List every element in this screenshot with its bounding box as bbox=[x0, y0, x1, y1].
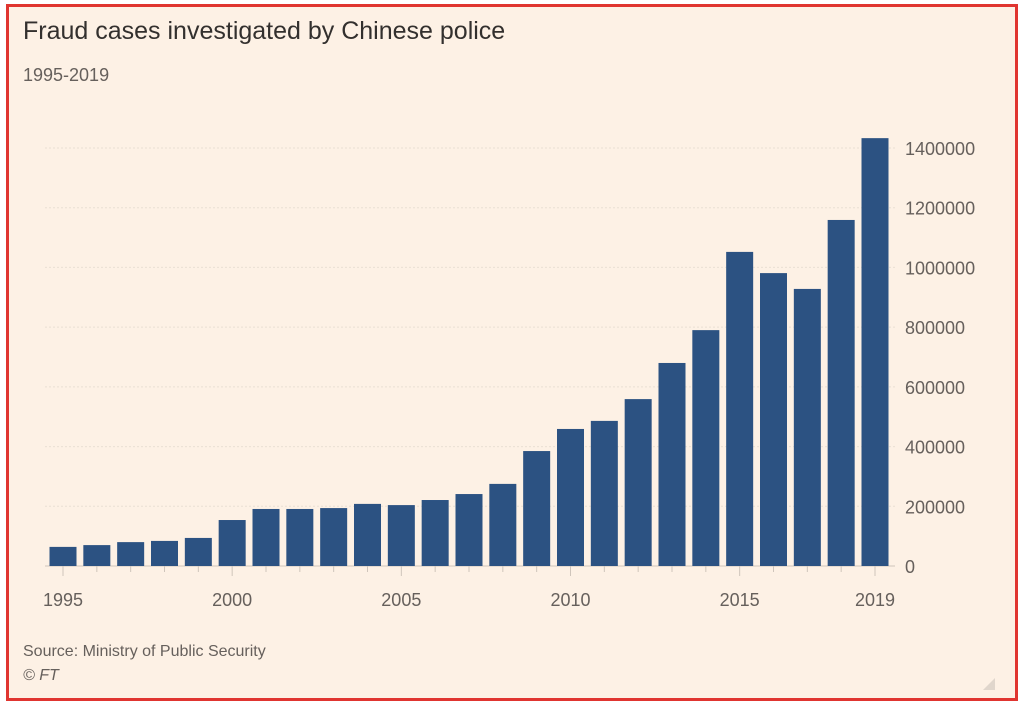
bar-2001 bbox=[252, 508, 280, 566]
y-tick-label: 1400000 bbox=[905, 139, 975, 159]
bar-1997 bbox=[117, 542, 145, 566]
bar-2015 bbox=[726, 251, 754, 566]
bar-2019 bbox=[861, 138, 889, 566]
bar-2011 bbox=[590, 420, 618, 566]
bar-2010 bbox=[557, 428, 584, 566]
bar-2014 bbox=[692, 330, 720, 566]
bar-2004 bbox=[354, 503, 381, 566]
bar-2017 bbox=[793, 288, 821, 566]
bar-1995 bbox=[49, 546, 77, 566]
bar-1998 bbox=[151, 540, 178, 566]
bar-2005 bbox=[387, 505, 415, 566]
bar-2008 bbox=[489, 483, 517, 566]
y-tick-label: 200000 bbox=[905, 497, 965, 517]
chart-subtitle: 1995-2019 bbox=[23, 65, 110, 85]
y-tick-label: 400000 bbox=[905, 438, 965, 458]
bar-2018 bbox=[827, 219, 855, 566]
bar-2007 bbox=[455, 494, 483, 566]
bar-2009 bbox=[523, 451, 551, 566]
bar-2000 bbox=[218, 520, 246, 566]
bar-2013 bbox=[658, 362, 686, 566]
y-tick-label: 1000000 bbox=[905, 258, 975, 278]
credit-note: © FT bbox=[23, 667, 59, 684]
x-tick-label: 2005 bbox=[381, 590, 421, 610]
x-tick-label: 2019 bbox=[855, 590, 895, 610]
bar-2002 bbox=[286, 508, 314, 566]
y-tick-label: 800000 bbox=[905, 318, 965, 338]
resize-handle-icon bbox=[983, 678, 995, 690]
x-tick-label: 1995 bbox=[43, 590, 83, 610]
x-tick-label: 2015 bbox=[720, 590, 760, 610]
y-tick-label: 600000 bbox=[905, 378, 965, 398]
bar-2006 bbox=[421, 500, 449, 566]
x-tick-label: 2000 bbox=[212, 590, 252, 610]
bar-2003 bbox=[320, 508, 348, 566]
bar-1999 bbox=[184, 537, 212, 566]
x-tick-label: 2010 bbox=[550, 590, 590, 610]
y-tick-label: 1200000 bbox=[905, 199, 975, 219]
bar-1996 bbox=[83, 545, 111, 566]
bar-2012 bbox=[624, 399, 652, 566]
y-tick-label: 0 bbox=[905, 557, 915, 577]
bar-2016 bbox=[760, 273, 787, 566]
source-note: Source: Ministry of Public Security bbox=[23, 643, 266, 660]
chart-title: Fraud cases investigated by Chinese poli… bbox=[23, 17, 506, 45]
